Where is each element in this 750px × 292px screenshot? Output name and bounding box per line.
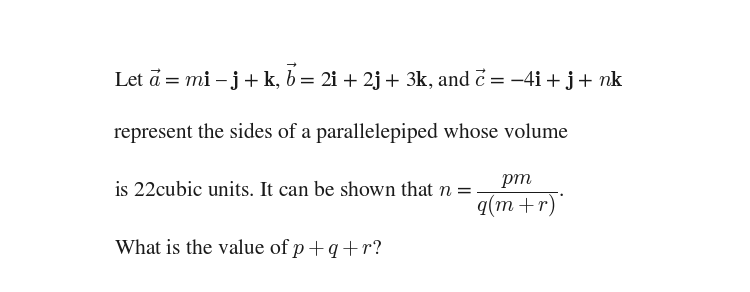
Text: represent the sides of a parallelepiped whose volume: represent the sides of a parallelepiped … [114,123,568,143]
Text: What is the value of $p + q + r$?: What is the value of $p + q + r$? [114,237,382,260]
Text: is 22cubic units. It can be shown that $n$ = $\dfrac{pm}{q(m+r)}$.: is 22cubic units. It can be shown that $… [114,172,565,220]
Text: Let $\vec{a}$ = $m\mathbf{i}$ – $\mathbf{j}$ + $\mathbf{k}$, $\vec{b}$ = 2$\math: Let $\vec{a}$ = $m\mathbf{i}$ – $\mathbf… [114,62,624,93]
